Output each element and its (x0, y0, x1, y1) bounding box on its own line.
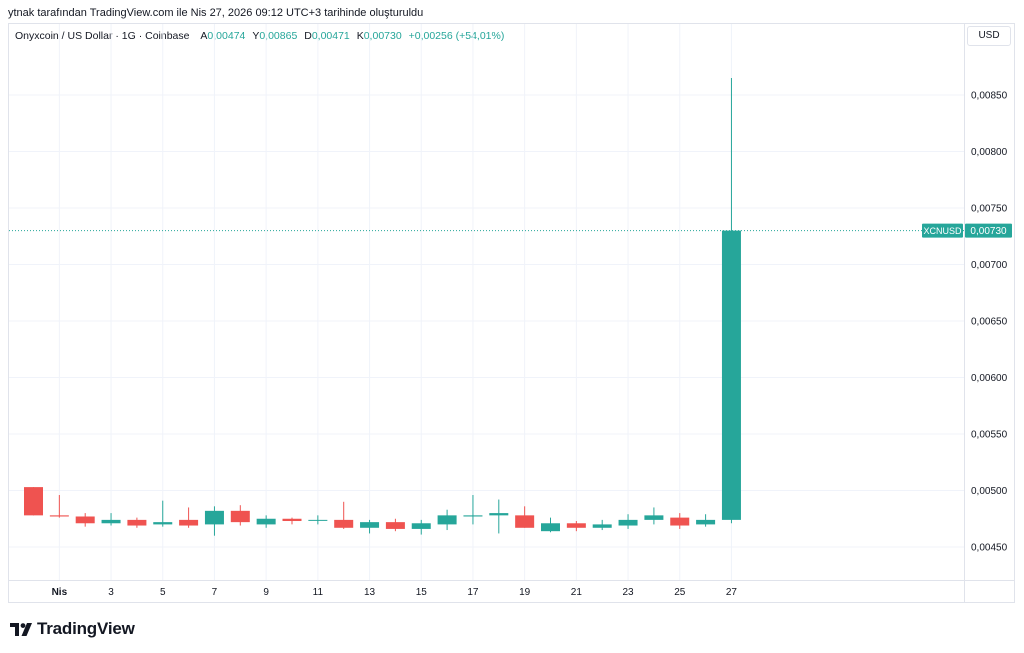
change-value: +0,00256 (+54,01%) (408, 30, 505, 42)
open-label: A (200, 30, 208, 42)
time-tick-label: 21 (571, 587, 583, 598)
time-tick-label: 5 (160, 587, 166, 598)
price-tick-label: 0,00850 (971, 91, 1008, 102)
candle-body (282, 518, 302, 522)
price-tick-label: 0,00550 (971, 430, 1008, 441)
chart-frame (8, 23, 1015, 603)
brand-name: TradingView (37, 619, 135, 638)
time-tick-label: 23 (622, 587, 634, 598)
candle-body (721, 230, 741, 520)
time-tick-label: 9 (263, 587, 269, 598)
candle-body (127, 519, 147, 526)
candle-body (437, 515, 457, 525)
candle-body (179, 519, 199, 526)
high-label: Y (252, 30, 260, 42)
candle-body (618, 519, 638, 526)
candle-body (541, 523, 560, 532)
close-label: K (356, 30, 364, 42)
time-tick-label: 27 (726, 587, 738, 598)
brand[interactable]: TradingView (10, 619, 135, 639)
low-value: 0,00471 (311, 30, 350, 42)
symbol-tag-bg (922, 223, 963, 238)
time-tick-label: 11 (313, 587, 324, 598)
price-tick-label: 0,00700 (971, 260, 1008, 271)
high-value: 0,00865 (259, 30, 298, 42)
candle-body (308, 519, 328, 521)
candle-body (385, 522, 405, 529)
time-tick-label: 7 (212, 587, 218, 598)
time-tick-label: 25 (674, 587, 686, 598)
candle-body (230, 510, 250, 523)
price-tick-label: 0,00750 (971, 204, 1008, 215)
open-value: 0,00474 (207, 30, 246, 42)
candle-body (75, 516, 95, 524)
candle-body (256, 518, 276, 525)
time-tick-label: 19 (519, 587, 531, 598)
last-price-tag: 0,00730 (970, 226, 1007, 237)
candle-body (101, 519, 121, 524)
price-tick-label: 0,00600 (971, 373, 1008, 384)
low-label: D (304, 30, 312, 42)
candle-body (489, 513, 509, 516)
candle-body (204, 510, 224, 525)
candle-body (153, 522, 173, 525)
candle-body (644, 515, 664, 520)
candle-body (696, 519, 716, 525)
candle-body (24, 487, 43, 516)
price-tick-label: 0,00500 (971, 486, 1008, 497)
candle-body (334, 519, 354, 528)
last-price-tag-bg (965, 223, 1012, 238)
price-tick-label: 0,00800 (971, 147, 1008, 158)
candle-body (463, 515, 483, 517)
candle-body (566, 523, 586, 528)
time-tick-label: 15 (416, 587, 428, 598)
currency-selector[interactable]: USD (967, 26, 1011, 46)
attribution-text: ytnak tarafından TradingView.com ile Nis… (8, 7, 424, 19)
time-tick-label: 17 (467, 587, 479, 598)
time-tick-label: 3 (108, 587, 114, 598)
candle-body (592, 524, 612, 528)
time-tick-label: Nis (52, 587, 68, 598)
candle-body (49, 515, 69, 517)
candle-body (670, 517, 690, 526)
candle-body (411, 523, 431, 529)
price-tick-label: 0,00650 (971, 317, 1008, 328)
close-value: 0,00730 (363, 30, 402, 42)
symbol-description[interactable]: Onyxcoin / US Dollar · 1G · Coinbase (15, 30, 190, 42)
time-tick-label: 13 (364, 587, 376, 598)
price-tick-label: 0,00450 (971, 543, 1008, 554)
ohlc-legend: Onyxcoin / US Dollar · 1G · Coinbase A0,… (15, 30, 504, 42)
tradingview-logo-icon (10, 622, 32, 636)
candle-body (515, 515, 535, 528)
candle-body (360, 522, 380, 528)
symbol-tag: XCNUSD (923, 226, 962, 236)
